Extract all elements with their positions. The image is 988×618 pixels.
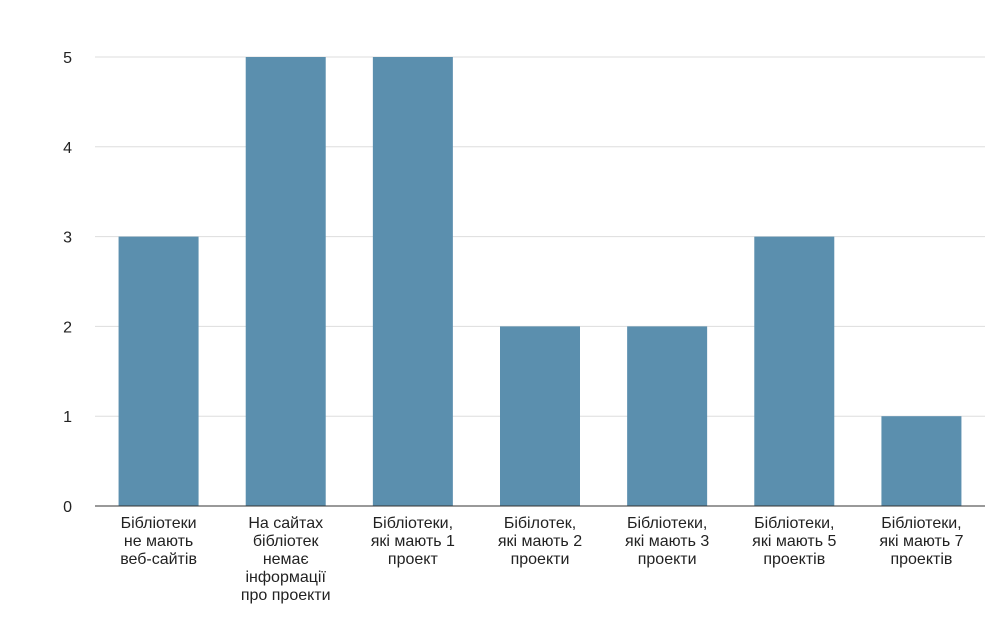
x-category-label: Бібліотеки, які мають 1 проект [371,515,455,568]
x-category-label: Бібліотеки не мають веб-сайтів [120,515,197,568]
y-tick-label: 2 [63,319,72,336]
x-category-label: Бібілотек, які мають 2 проекти [498,515,582,568]
bars [118,57,962,506]
bar [245,57,326,506]
bar [627,326,708,506]
x-category-label: Бібліотеки, які мають 3 проекти [625,515,709,568]
x-category-label: На сайтах бібліотек немає інформації про про… [241,515,331,604]
gridlines [95,56,985,417]
y-axis-ticks: 0 1 2 3 4 5 [63,50,72,516]
y-tick-label: 0 [63,499,72,516]
bar [754,236,835,506]
bar [372,57,453,506]
bar [500,326,580,506]
y-tick-label: 1 [63,409,72,426]
y-tick-label: 3 [63,230,72,247]
bar [118,236,199,506]
y-tick-label: 4 [63,140,72,157]
bar [881,416,962,506]
y-tick-label: 5 [63,50,72,67]
x-category-label: Бібліотеки, які мають 7 проектів [879,515,963,568]
x-category-label: Бібліотеки, які мають 5 проектів [752,515,836,568]
x-axis-labels: Бібліотеки не мають веб-сайтів На сайтах біб… [120,515,963,604]
